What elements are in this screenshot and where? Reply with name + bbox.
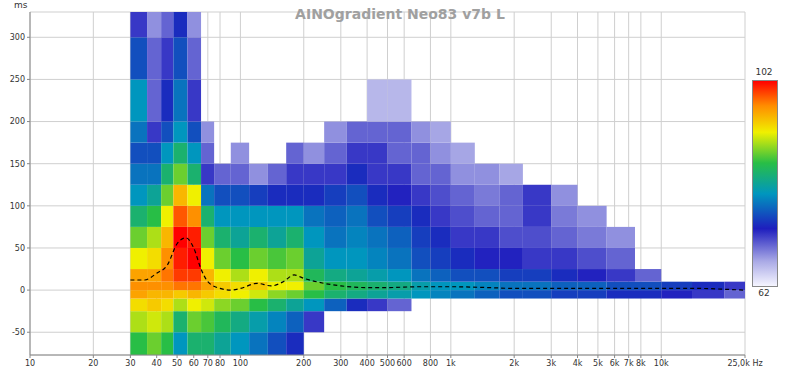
svg-text:40: 40 (152, 359, 162, 368)
svg-text:1k: 1k (446, 359, 456, 368)
svg-text:25,0k Hz: 25,0k Hz (727, 359, 762, 368)
svg-text:200: 200 (296, 359, 311, 368)
svg-text:50: 50 (15, 244, 25, 253)
svg-text:50: 50 (172, 359, 182, 368)
svg-text:800: 800 (423, 359, 438, 368)
svg-text:200: 200 (10, 117, 25, 126)
svg-text:100: 100 (10, 202, 25, 211)
svg-text:300: 300 (333, 359, 348, 368)
svg-text:400: 400 (359, 359, 374, 368)
svg-text:8k: 8k (636, 359, 646, 368)
svg-text:500: 500 (380, 359, 395, 368)
svg-text:20: 20 (88, 359, 98, 368)
svg-text:70: 70 (203, 359, 213, 368)
svg-text:-50: -50 (12, 328, 25, 337)
svg-text:10k: 10k (654, 359, 669, 368)
svg-text:0: 0 (20, 286, 25, 295)
svg-text:80: 80 (215, 359, 225, 368)
svg-text:30: 30 (125, 359, 135, 368)
svg-text:3k: 3k (546, 359, 556, 368)
svg-text:300: 300 (10, 33, 25, 42)
html-text:102: 102 (755, 67, 773, 77)
html-text:62: 62 (758, 288, 770, 298)
svg-text:5k: 5k (593, 359, 603, 368)
svg-text:250: 250 (10, 75, 25, 84)
svg-text:2k: 2k (509, 359, 519, 368)
svg-text:10: 10 (25, 359, 35, 368)
svg-text:60: 60 (189, 359, 199, 368)
svg-text:4k: 4k (573, 359, 583, 368)
svg-text:6k: 6k (610, 359, 620, 368)
svg-text:7k: 7k (624, 359, 634, 368)
html-text:ms: ms (14, 0, 28, 10)
svg-text:150: 150 (10, 160, 25, 169)
html-text:AINOgradient Neo83 v7b L: AINOgradient Neo83 v7b L (295, 6, 505, 22)
svg-text:100: 100 (233, 359, 248, 368)
svg-text:600: 600 (397, 359, 412, 368)
